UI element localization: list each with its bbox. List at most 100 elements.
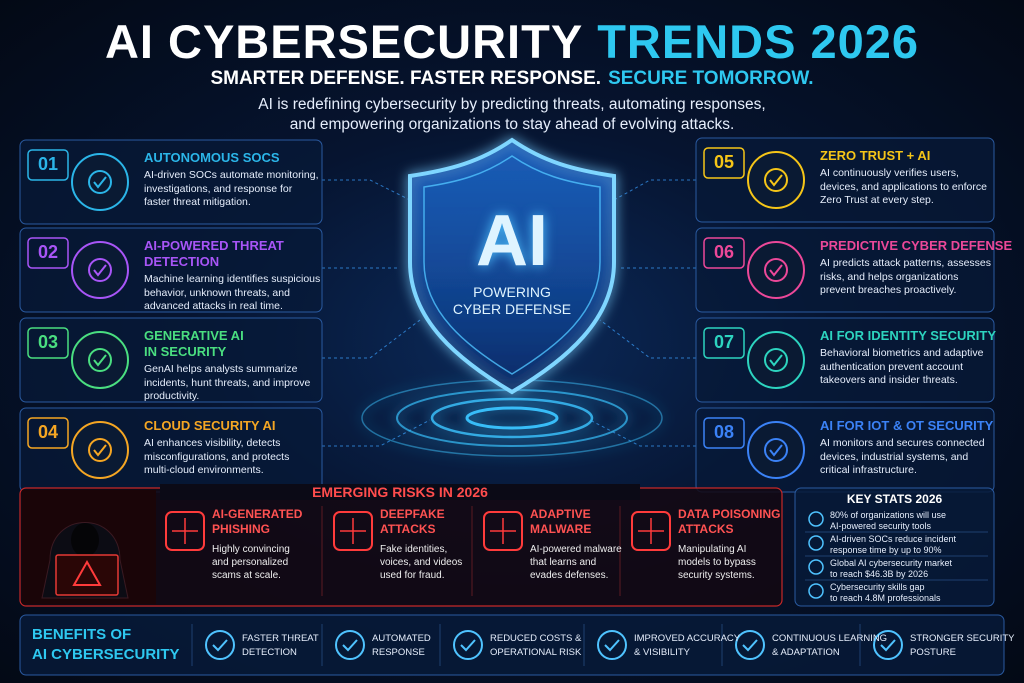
trend-title: PREDICTIVE CYBER DEFENSE <box>820 238 1013 253</box>
risk-title: ADAPTIVE <box>530 507 591 521</box>
trend-description: Zero Trust at every step. <box>820 194 934 206</box>
icon-glyph <box>93 354 107 367</box>
number-box <box>703 327 745 359</box>
trend-description: incidents, hunt threats, and improve <box>144 376 311 389</box>
trend-description: advanced attacks in real time. <box>144 300 283 312</box>
icon-glyph <box>93 444 107 457</box>
trend-number: 04 <box>37 422 59 442</box>
icon-glyph <box>764 168 788 192</box>
number-box <box>703 237 745 269</box>
trend-description: investigations, and response for <box>144 182 293 195</box>
risk-icon <box>172 518 198 544</box>
trend-title: IN SECURITY <box>144 344 227 359</box>
stat-text: 80% of organizations will use <box>830 510 947 520</box>
trend-description: devices, and applications to enforce <box>820 180 987 193</box>
risk-description: AI-powered malware <box>530 544 622 555</box>
risk-title: MALWARE <box>530 522 592 536</box>
risks-title: EMERGING RISKS IN 2026 <box>160 484 640 500</box>
risk-description: security systems. <box>678 570 755 581</box>
trend-title: ZERO TRUST + AI <box>820 148 931 163</box>
shield-label: AI <box>476 201 548 281</box>
icon-glyph <box>88 170 112 194</box>
shield-inner <box>423 155 601 375</box>
risk-description: that learns and <box>530 557 597 568</box>
benefit-text: IMPROVED ACCURACY <box>634 633 741 644</box>
trend-description: Behavioral biometrics and adaptive <box>820 347 984 359</box>
icon-ring <box>71 241 129 299</box>
icon-ring <box>747 421 805 479</box>
risk-title: DEEPFAKE <box>380 507 445 521</box>
number-box <box>27 149 69 181</box>
benefits-title: BENEFITS OF <box>32 626 132 643</box>
icon-glyph <box>93 264 107 277</box>
trend-title: AUTONOMOUS SOCS <box>144 150 280 165</box>
benefit-icon <box>873 630 903 660</box>
risk-icon <box>333 511 373 551</box>
benefit-icon <box>597 630 627 660</box>
trend-description: AI continuously verifies users, <box>820 167 959 179</box>
trend-description: prevent breaches proactively. <box>820 284 957 296</box>
trend-description: AI monitors and secures connected <box>820 437 985 449</box>
icon-glyph <box>88 348 112 372</box>
stat-icon <box>808 583 824 599</box>
trend-description: behavior, unknown threats, and <box>144 286 290 299</box>
stat-text: Cybersecurity skills gap <box>830 582 925 592</box>
risk-icon <box>490 518 516 544</box>
shield <box>408 137 616 395</box>
icon-glyph <box>769 444 783 457</box>
risk-icon <box>165 511 205 551</box>
trend-description: devices, industrial systems, and <box>820 450 969 463</box>
icon-glyph <box>764 438 788 462</box>
benefit-text: AUTOMATED <box>372 633 431 644</box>
stat-icon <box>808 511 824 527</box>
trend-number: 08 <box>713 422 735 442</box>
icon-ring <box>747 331 805 389</box>
number-box <box>27 417 69 449</box>
benefit-icon <box>460 639 476 652</box>
trend-description: AI enhances visibility, detects <box>144 437 281 449</box>
risk-title: ATTACKS <box>678 522 734 536</box>
benefit-text: CONTINUOUS LEARNING <box>772 633 888 644</box>
risk-description: Fake identities, <box>380 544 448 555</box>
stat-text: AI-powered security tools <box>830 521 932 531</box>
benefit-text: DETECTION <box>242 647 297 658</box>
hacker-face <box>71 523 99 557</box>
trend-description: AI-driven SOCs automate monitoring, <box>144 169 319 181</box>
number-box <box>27 237 69 269</box>
benefit-text: RESPONSE <box>372 647 425 658</box>
trend-title: GENERATIVE AI <box>144 328 244 343</box>
trend-number: 02 <box>37 242 59 262</box>
benefit-icon <box>205 630 235 660</box>
risk-description: Manipulating AI <box>678 544 747 555</box>
stat-text: AI-driven SOCs reduce incident <box>830 534 957 544</box>
benefit-text: POSTURE <box>910 647 956 658</box>
trend-title: CLOUD SECURITY AI <box>144 418 276 433</box>
title-accent: TRENDS 2026 <box>597 15 920 68</box>
intro-line: AI is redefining cybersecurity by predic… <box>258 96 766 113</box>
icon-glyph <box>88 258 112 282</box>
risk-icon <box>340 518 366 544</box>
risk-title: PHISHING <box>212 522 271 536</box>
shield-caption: CYBER DEFENSE <box>452 301 572 317</box>
trend-description: authentication prevent account <box>820 360 964 373</box>
stat-text: to reach 4.8M professionals <box>830 593 941 603</box>
risk-description: and personalized <box>212 557 289 568</box>
icon-ring <box>71 421 129 479</box>
benefit-text: OPERATIONAL RISK <box>490 647 582 658</box>
benefit-icon <box>212 639 228 652</box>
icon-ring <box>747 151 805 209</box>
stat-icon <box>808 559 824 575</box>
risk-description: voices, and videos <box>380 557 463 568</box>
trend-description: faster threat mitigation. <box>144 196 251 208</box>
trend-description: productivity. <box>144 390 200 402</box>
benefit-icon <box>604 639 620 652</box>
icon-glyph <box>769 354 783 367</box>
benefit-text: & VISIBILITY <box>634 647 690 658</box>
icon-glyph <box>764 348 788 372</box>
benefit-icon <box>742 639 758 652</box>
benefit-text: & ADAPTATION <box>772 647 840 658</box>
benefit-icon <box>880 639 896 652</box>
benefit-text: STRONGER SECURITY <box>910 633 1015 644</box>
benefit-icon <box>453 630 483 660</box>
